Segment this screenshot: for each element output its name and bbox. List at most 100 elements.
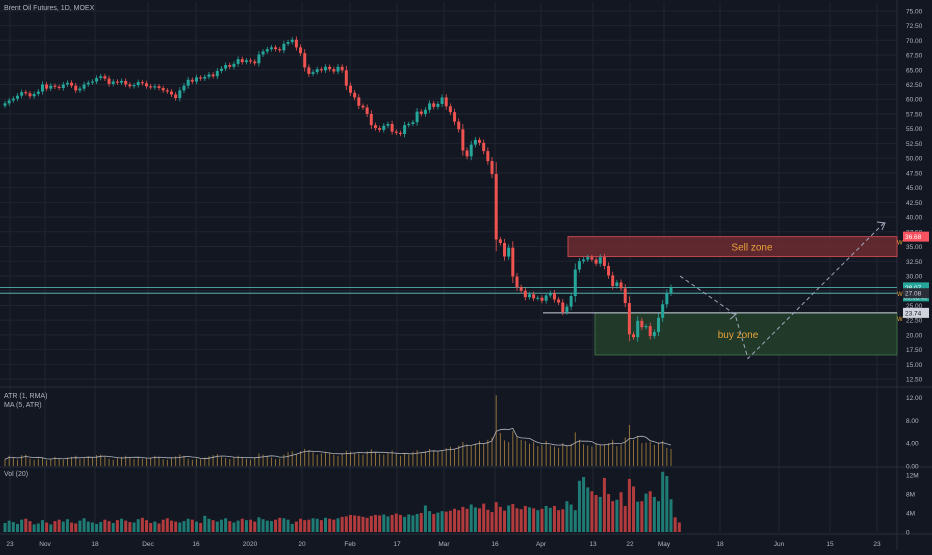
volume-bar (398, 514, 402, 532)
candle-body (494, 174, 498, 240)
price-tick-label: 75.00 (906, 8, 923, 15)
volume-bar (469, 504, 473, 532)
volume-bar (432, 513, 436, 532)
vol-legend-label[interactable]: Vol (20) (4, 471, 29, 478)
candle-body (115, 81, 119, 83)
candle-body (386, 123, 390, 126)
candle-body (257, 54, 261, 64)
price-tick-label: 62.50 (906, 82, 923, 89)
w-marker: W (897, 292, 903, 298)
time-axis-label: 20 (298, 541, 306, 548)
candle-body (565, 306, 569, 312)
volume-bar (465, 508, 469, 532)
candle-body (107, 78, 111, 84)
last-price-tag-bg (903, 282, 929, 293)
ma-legend-label[interactable]: MA (5, ATR) (4, 402, 42, 409)
volume-bar (157, 523, 161, 532)
candle-body (373, 125, 377, 129)
candle-body (240, 59, 244, 63)
volume-bar (494, 502, 498, 532)
volume-bar (65, 519, 69, 532)
volume-bar (95, 523, 99, 532)
volume-bar (411, 515, 415, 532)
volume-bar (3, 522, 7, 532)
sell-zone-label: Sell zone (731, 243, 773, 254)
candle-body (444, 97, 448, 107)
volume-bar (74, 523, 78, 532)
volume-bar (415, 513, 419, 532)
volume-bar (665, 476, 669, 532)
volume-bar (386, 516, 390, 532)
volume-bar (527, 507, 531, 532)
candle-body (611, 275, 615, 287)
candle-body (369, 113, 373, 126)
candle-body (544, 295, 548, 301)
price-tick-label: 67.50 (906, 53, 923, 60)
volume-bar (390, 514, 394, 532)
volume-bar (348, 514, 352, 532)
volume-bar (49, 524, 53, 532)
candle-body (598, 257, 602, 264)
volume-bar (311, 518, 315, 532)
volume-bar (673, 517, 677, 532)
candle-body (278, 49, 282, 51)
volume-bar (473, 507, 477, 532)
volume-bar (207, 518, 211, 532)
volume-bar (57, 519, 61, 532)
candle-body (232, 63, 236, 67)
volume-bar (632, 486, 636, 532)
candle-body (61, 84, 65, 89)
volume-bar (515, 508, 519, 532)
candle-body (423, 109, 427, 114)
volume-bar (652, 496, 656, 532)
volume-bar (174, 521, 178, 532)
volume-bar (507, 505, 511, 532)
candle-body (361, 105, 365, 108)
volume-bar (78, 520, 82, 532)
volume-bar (215, 521, 219, 532)
candle-body (282, 43, 286, 51)
candle-body (394, 131, 398, 133)
time-axis-label: Feb (344, 541, 356, 548)
chart-title: Brent Oil Futures, 1D, MOEX (4, 5, 95, 12)
volume-bar (636, 501, 640, 532)
candle-body (78, 88, 82, 91)
volume-bar (332, 519, 336, 532)
price-tick-label: 45.00 (906, 185, 923, 192)
candle-body (269, 47, 273, 50)
volume-bar (244, 520, 248, 532)
volume-bar (423, 505, 427, 532)
volume-bar (486, 509, 490, 532)
atr-tick-label: 4.00 (906, 441, 919, 448)
candle-body (190, 79, 194, 82)
candle-body (265, 49, 269, 52)
price-tick-label: 17.50 (906, 347, 923, 354)
candle-body (328, 66, 332, 70)
candle-body (15, 95, 19, 99)
volume-bar (149, 522, 153, 532)
candle-body (132, 85, 136, 87)
time-axis-label: 16 (192, 541, 200, 548)
price-tick-label: 35.00 (906, 244, 923, 251)
volume-bar (253, 521, 257, 532)
candle-body (498, 239, 502, 243)
candle-body (3, 103, 7, 106)
atr-legend-label[interactable]: ATR (1, RMA) (4, 393, 48, 400)
volume-bar (511, 504, 515, 532)
volume-bar (28, 521, 32, 532)
candle-body (178, 90, 182, 99)
volume-bar (190, 519, 194, 532)
volume-bar (86, 521, 90, 532)
volume-bar (257, 517, 261, 532)
volume-bar (324, 517, 328, 532)
candle-body (95, 78, 99, 82)
volume-bar (357, 515, 361, 532)
candle-body (503, 242, 506, 257)
support-price-tag: 23.74 (905, 310, 922, 317)
candle-body (207, 74, 211, 77)
volume-bar (607, 494, 611, 532)
candle-body (419, 111, 423, 114)
w-marker: W (897, 317, 903, 323)
